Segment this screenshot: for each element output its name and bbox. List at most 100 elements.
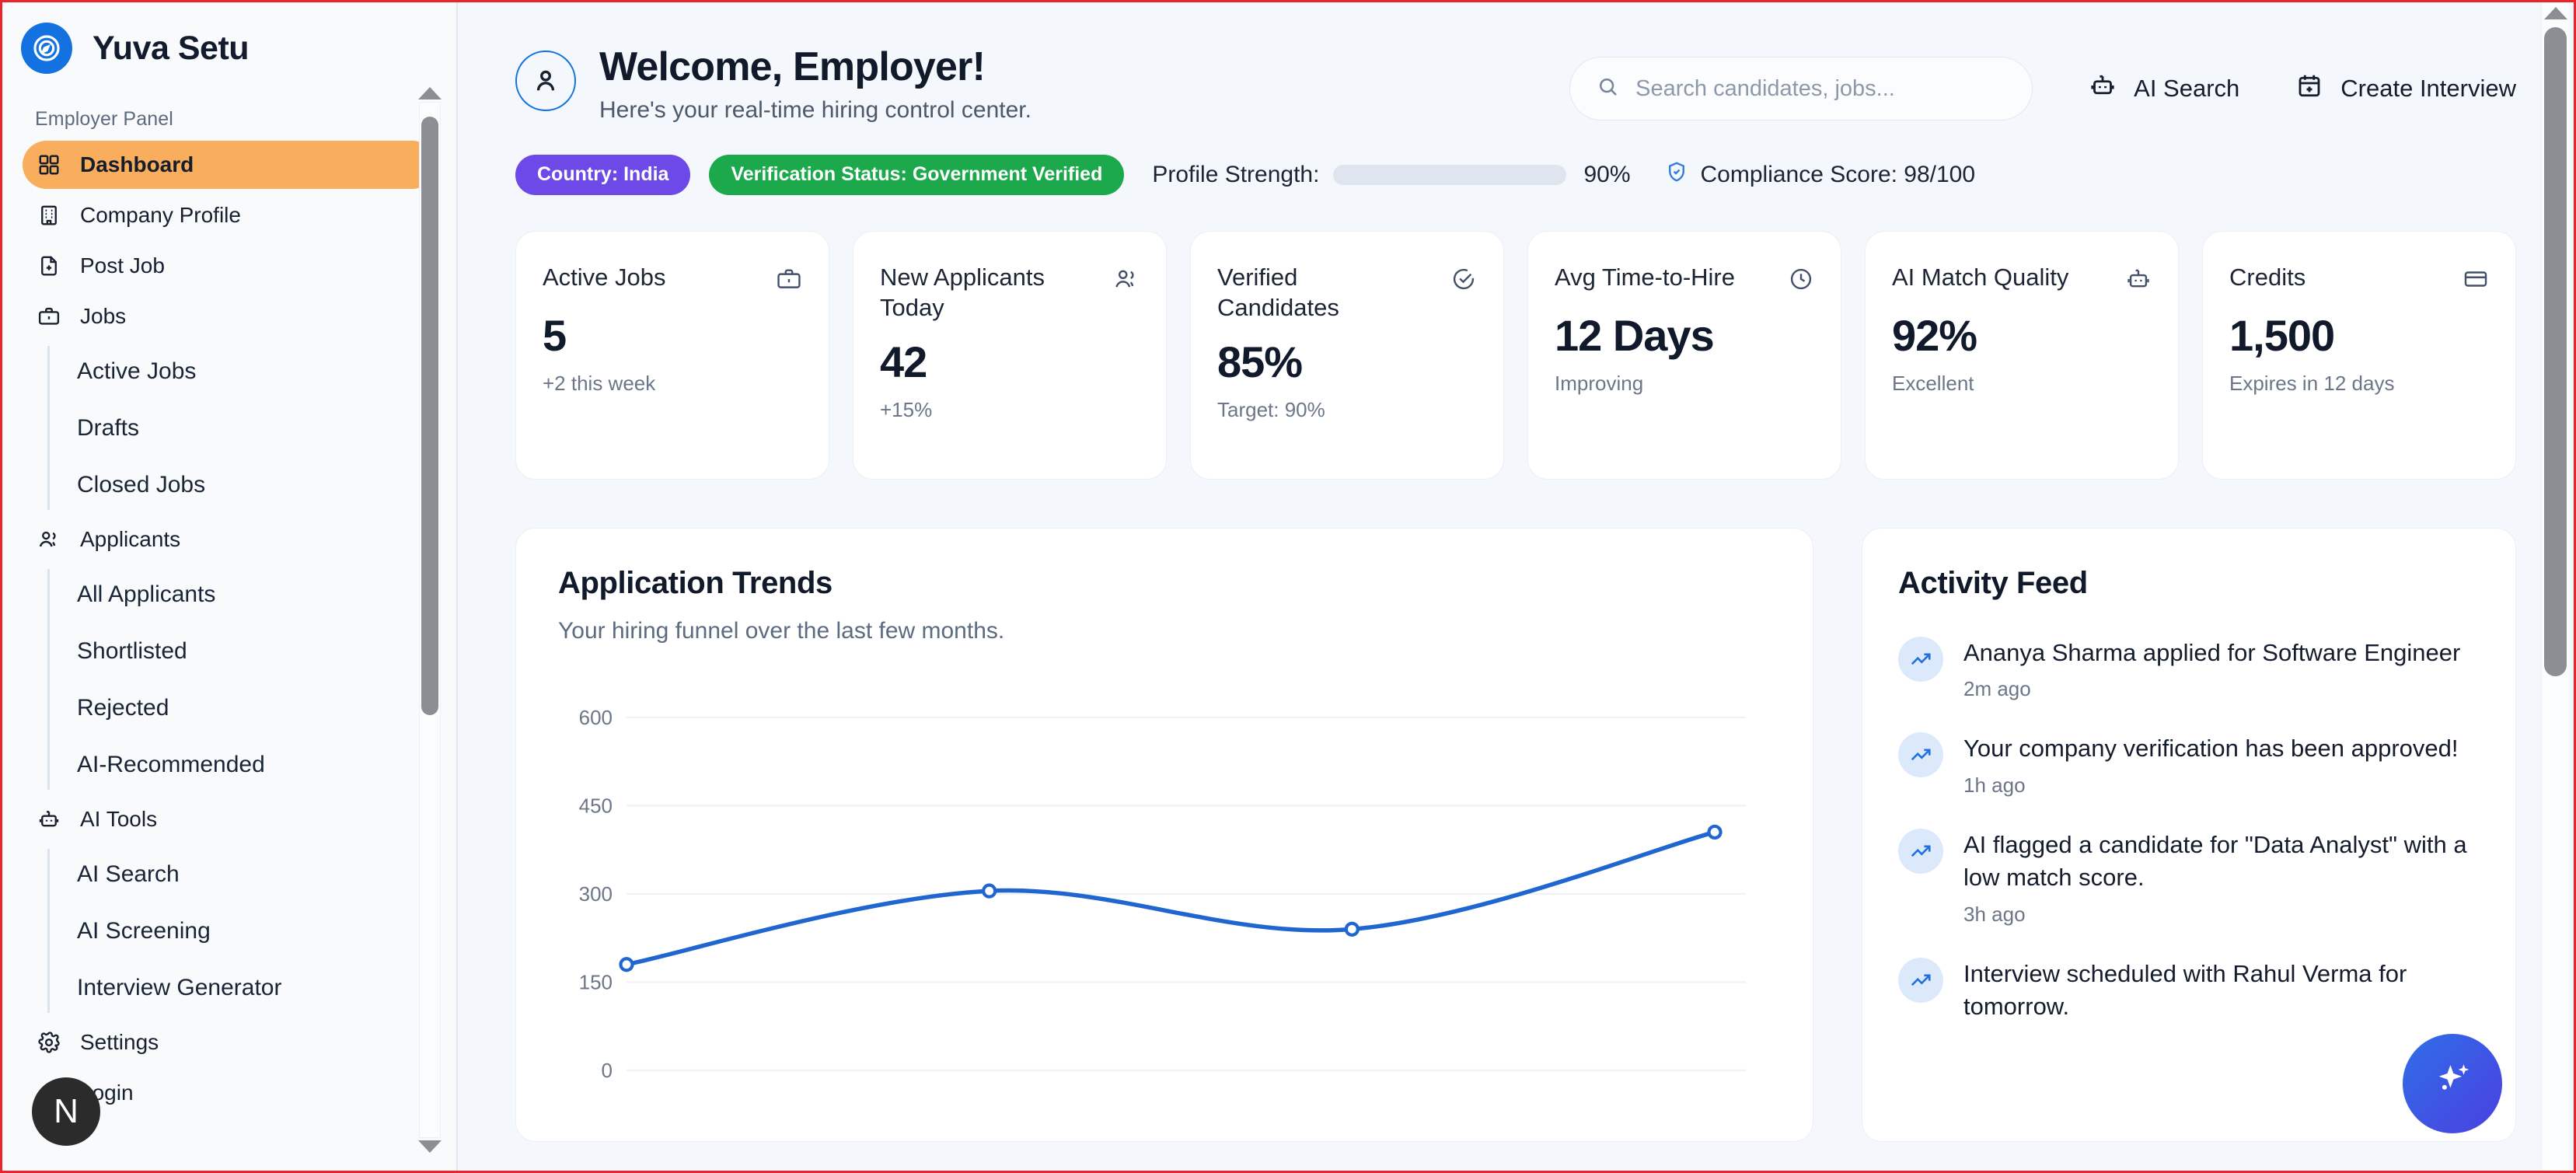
stat-value: 1,500	[2229, 310, 2335, 360]
scroll-up-arrow-icon[interactable]	[2543, 7, 2567, 19]
page-title: Welcome, Employer!	[599, 44, 986, 89]
application-trends-chart[interactable]: 0 150 300 450 600	[558, 676, 1771, 1111]
users-icon	[1113, 263, 1140, 296]
ai-assistant-fab[interactable]	[2403, 1034, 2502, 1133]
robot-icon	[35, 805, 63, 833]
stat-delta: Target: 90%	[1217, 398, 1325, 422]
panel-subtitle: Your hiring funnel over the last few mon…	[558, 617, 1005, 644]
sidebar-subitem-label: Interview Generator	[77, 974, 282, 1000]
sidebar-subitem-shortlisted[interactable]: Shortlisted	[47, 623, 456, 679]
sidebar-subitem-label: All Applicants	[77, 581, 216, 607]
svg-text:0: 0	[602, 1059, 613, 1082]
sidebar-nav: Employer Panel Dashboard	[2, 102, 456, 1171]
stat-value: 5	[543, 310, 567, 360]
sidebar-subitem-label: AI Screening	[77, 917, 211, 944]
brand[interactable]: Yuva Setu	[2, 2, 456, 74]
main-content: Welcome, Employer! Here's your real-time…	[458, 2, 2574, 1171]
svg-text:600: 600	[579, 706, 613, 729]
sidebar-subitem-label: AI-Recommended	[77, 751, 265, 777]
search-input[interactable]	[1635, 75, 2006, 102]
sidebar-item-post-job[interactable]: Post Job	[23, 242, 436, 290]
applicants-subnav: All Applicants Shortlisted Rejected AI-R…	[47, 566, 456, 793]
list-item[interactable]: AI flagged a candidate for "Data Analyst…	[1898, 828, 2480, 927]
shield-check-icon	[1665, 160, 1688, 190]
sidebar-item-applicants[interactable]: Applicants	[23, 515, 436, 564]
svg-text:450: 450	[579, 794, 613, 817]
ai-search-button[interactable]: AI Search	[2089, 72, 2239, 106]
sidebar-item-company-profile[interactable]: Company Profile	[23, 191, 436, 239]
sidebar-subitem-drafts[interactable]: Drafts	[47, 400, 456, 456]
scroll-up-arrow-icon[interactable]	[418, 87, 442, 99]
profile-strength-label: Profile Strength:	[1152, 161, 1320, 187]
create-interview-button-label: Create Interview	[2340, 75, 2516, 102]
file-plus-icon	[35, 252, 63, 280]
sidebar-subitem-label: Rejected	[77, 694, 169, 721]
stat-value: 92%	[1892, 310, 1977, 360]
briefcase-icon	[35, 302, 63, 330]
trending-up-icon	[1898, 636, 1943, 682]
trending-up-icon	[1898, 732, 1943, 778]
nextjs-dev-badge[interactable]: N	[32, 1077, 100, 1146]
ai-tools-subnav: AI Search AI Screening Interview Generat…	[47, 846, 456, 1016]
compass-icon	[21, 23, 72, 74]
stat-label: Credits	[2229, 263, 2306, 291]
sidebar-subitem-label: AI Search	[77, 861, 180, 887]
sidebar-subitem-all-applicants[interactable]: All Applicants	[47, 566, 456, 623]
panel-title: Activity Feed	[1898, 565, 2088, 600]
sidebar-subitem-label: Shortlisted	[77, 637, 187, 664]
ai-search-button-label: AI Search	[2134, 75, 2240, 102]
sidebar-subitem-active-jobs[interactable]: Active Jobs	[47, 343, 456, 400]
stat-card-active-jobs[interactable]: Active Jobs 5 +2 this week	[515, 230, 829, 480]
stat-card-verified-candidates[interactable]: Verified Candidates 85% Target: 90%	[1190, 230, 1504, 480]
sidebar-item-jobs[interactable]: Jobs	[23, 292, 436, 340]
page-scrollbar-thumb[interactable]	[2544, 27, 2567, 676]
stat-card-avg-time-to-hire[interactable]: Avg Time-to-Hire 12 Days Improving	[1527, 230, 1841, 480]
sidebar-subitem-ai-screening[interactable]: AI Screening	[47, 902, 456, 959]
sidebar-subitem-closed-jobs[interactable]: Closed Jobs	[47, 456, 456, 513]
dashboard-panels: Application Trends Your hiring funnel ov…	[515, 527, 2516, 1142]
list-item[interactable]: Interview scheduled with Rahul Verma for…	[1898, 957, 2480, 1032]
scroll-down-arrow-icon[interactable]	[418, 1140, 442, 1153]
stat-card-new-applicants-today[interactable]: New Applicants Today 42 +15%	[853, 230, 1167, 480]
page-scrollbar[interactable]	[2541, 2, 2569, 1171]
stat-value: 42	[880, 337, 927, 387]
gear-icon	[35, 1028, 63, 1056]
create-interview-button[interactable]: Create Interview	[2295, 72, 2516, 106]
activity-text: Ananya Sharma applied for Software Engin…	[1963, 638, 2461, 666]
sidebar-subitem-label: Closed Jobs	[77, 471, 206, 497]
search-box[interactable]	[1569, 57, 2033, 120]
sidebar-item-label: Settings	[80, 1030, 159, 1054]
stat-value: 85%	[1217, 337, 1303, 387]
list-item[interactable]: Ananya Sharma applied for Software Engin…	[1898, 636, 2480, 701]
sidebar-item-dashboard[interactable]: Dashboard	[23, 141, 436, 189]
sidebar-scrollbar-thumb[interactable]	[421, 117, 438, 715]
sidebar-item-settings[interactable]: Settings	[23, 1018, 436, 1067]
calendar-plus-icon	[2295, 72, 2323, 106]
sidebar-subitem-ai-search[interactable]: AI Search	[47, 846, 456, 902]
sidebar-subitem-interview-generator[interactable]: Interview Generator	[47, 959, 456, 1016]
stat-card-credits[interactable]: Credits 1,500 Expires in 12 days	[2202, 230, 2516, 480]
sidebar-item-label: AI Tools	[80, 807, 158, 831]
compliance-score: Compliance Score: 98/100	[1665, 160, 1975, 190]
activity-time: 3h ago	[1963, 902, 2026, 926]
sidebar-subitem-ai-recommended[interactable]: AI-Recommended	[47, 736, 456, 793]
stat-delta: Excellent	[1892, 371, 1974, 395]
activity-time: 2m ago	[1963, 677, 2031, 701]
building-icon	[35, 201, 63, 229]
jobs-subnav: Active Jobs Drafts Closed Jobs	[47, 343, 456, 513]
sidebar-subitem-rejected[interactable]: Rejected	[47, 679, 456, 736]
activity-feed-panel: Activity Feed Ananya Sharma applied for …	[1862, 527, 2516, 1142]
list-item[interactable]: Your company verification has been appro…	[1898, 732, 2480, 797]
verification-status-badge: Verification Status: Government Verified	[709, 154, 1125, 195]
stat-card-ai-match-quality[interactable]: AI Match Quality 92% Excellent	[1865, 230, 2179, 480]
sidebar-item-label: Dashboard	[80, 152, 194, 176]
briefcase-icon	[776, 263, 802, 296]
status-bar: Country: India Verification Status: Gove…	[515, 154, 2516, 195]
activity-text: Interview scheduled with Rahul Verma for…	[1963, 959, 2407, 1021]
sidebar-item-ai-tools[interactable]: AI Tools	[23, 795, 436, 843]
sidebar-subitem-label: Drafts	[77, 414, 140, 441]
stat-value: 12 Days	[1555, 310, 1715, 360]
sidebar: Yuva Setu Employer Panel Dashboard	[2, 2, 458, 1171]
sidebar-scrollbar[interactable]	[418, 87, 442, 1153]
application-trends-panel: Application Trends Your hiring funnel ov…	[515, 527, 1813, 1142]
